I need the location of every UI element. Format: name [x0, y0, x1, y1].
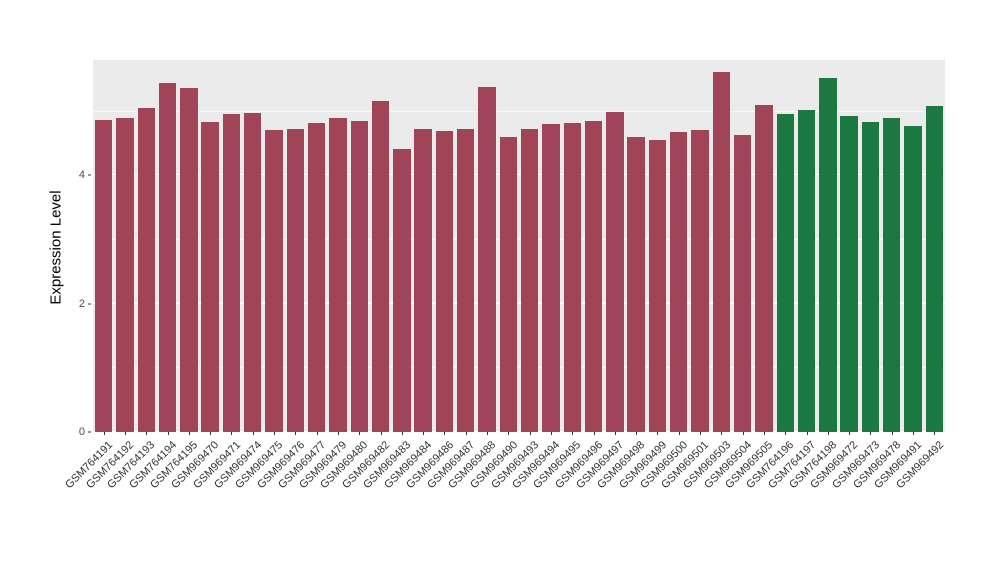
bar: [286, 129, 305, 432]
x-tick-mark: [188, 432, 190, 435]
bar: [94, 120, 113, 432]
x-tick-mark: [487, 432, 489, 435]
gridline-minor: [93, 110, 945, 112]
x-tick-mark: [103, 432, 105, 435]
y-tick-label: 0: [78, 426, 85, 438]
bar: [627, 136, 645, 432]
gridline-major: [93, 302, 945, 304]
x-tick-mark: [934, 432, 936, 435]
x-tick-mark: [742, 432, 744, 435]
bar: [201, 122, 219, 432]
x-tick-mark: [423, 432, 425, 435]
gridline-major: [93, 430, 945, 432]
bar: [606, 111, 624, 432]
x-tick-mark: [316, 432, 318, 435]
x-tick-mark: [763, 432, 765, 435]
x-tick-mark: [359, 432, 361, 435]
bar: [883, 118, 901, 432]
x-tick-mark: [806, 432, 808, 435]
x-tick-mark: [146, 432, 148, 435]
y-tick-label: 2: [78, 297, 85, 310]
gridline-minor: [93, 238, 945, 240]
x-tick-mark: [550, 432, 552, 435]
bar: [478, 86, 496, 432]
x-tick-mark: [593, 432, 595, 435]
bar: [393, 149, 411, 432]
x-tick-mark: [636, 432, 638, 435]
bar: [776, 113, 794, 432]
bar: [563, 122, 581, 432]
bar: [755, 104, 773, 432]
plot-panel: [93, 60, 945, 432]
bar: [265, 129, 283, 432]
bar: [712, 71, 731, 432]
x-tick-mark: [827, 432, 829, 435]
x-tick-mark: [231, 432, 233, 435]
bar: [158, 83, 177, 432]
x-tick-mark: [785, 432, 787, 435]
x-tick-mark: [529, 432, 531, 435]
y-axis-tick-area: 0 2 4: [0, 60, 91, 438]
x-tick-mark: [210, 432, 212, 435]
bar: [925, 106, 944, 432]
x-tick-mark: [508, 432, 510, 435]
bar: [137, 108, 155, 432]
y-tick-mark: [88, 174, 91, 176]
bar: [350, 120, 368, 432]
bar: [542, 124, 560, 432]
x-tick-mark: [444, 432, 446, 435]
y-tick-label: 4: [78, 169, 85, 182]
x-tick-mark: [614, 432, 616, 435]
bar: [520, 129, 539, 432]
bar: [499, 136, 518, 432]
gridline-minor: [93, 367, 945, 368]
bar: [414, 129, 432, 432]
bar: [222, 113, 241, 432]
x-axis-tick-area: GSM764191 GSM764192 GSM764193 GSM764194 GSM7…: [63, 432, 946, 572]
bar: [244, 113, 262, 432]
y-tick-mark: [88, 431, 91, 433]
bar: [819, 77, 837, 432]
bar: [371, 101, 390, 432]
bar: [180, 88, 198, 432]
bar: [691, 129, 709, 432]
bar: [329, 118, 347, 432]
x-tick-mark: [913, 432, 915, 435]
bar: [861, 122, 880, 432]
bar: [904, 126, 922, 432]
x-tick-mark: [465, 432, 467, 435]
x-tick-mark: [721, 432, 723, 435]
bar: [648, 140, 667, 432]
x-tick-mark: [274, 432, 276, 435]
x-tick-mark: [572, 432, 574, 435]
bar: [435, 131, 454, 432]
x-tick-mark: [167, 432, 169, 435]
x-tick-mark: [337, 432, 339, 435]
x-tick-mark: [401, 432, 403, 435]
bar: [457, 129, 475, 432]
x-tick-mark: [891, 432, 893, 435]
gridline-major: [93, 174, 945, 176]
bar: [584, 120, 603, 432]
bar: [797, 110, 816, 432]
bar: [733, 135, 752, 432]
x-tick-mark: [252, 432, 254, 435]
y-tick-mark: [88, 303, 91, 305]
x-tick-mark: [657, 432, 659, 435]
bar: [307, 122, 326, 432]
x-tick-mark: [700, 432, 702, 435]
bar: [670, 132, 688, 432]
bar: [840, 116, 858, 432]
x-tick-mark: [295, 432, 297, 435]
x-tick-mark: [124, 432, 126, 435]
x-tick-mark: [380, 432, 382, 435]
x-tick-mark: [870, 432, 872, 435]
x-tick-mark: [849, 432, 851, 435]
bar: [116, 118, 134, 432]
x-tick-mark: [678, 432, 680, 435]
